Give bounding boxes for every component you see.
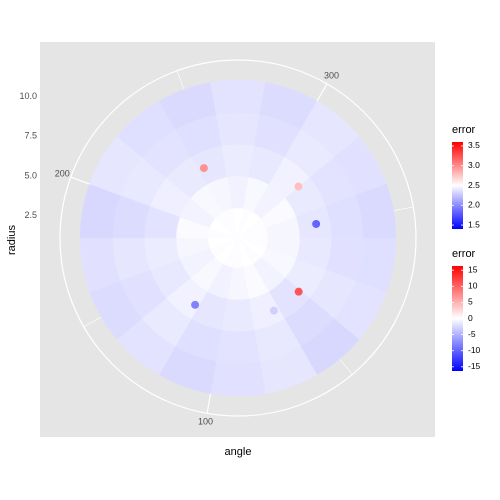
point — [199, 164, 208, 173]
y-tick-label: 10.0 — [19, 91, 37, 101]
legend-label: 3.5 — [468, 140, 480, 150]
legend-label: -5 — [468, 329, 476, 339]
legend-label: -15 — [468, 361, 481, 371]
y-axis-title: radius — [6, 225, 18, 255]
tile — [221, 144, 255, 178]
point — [269, 306, 278, 315]
legend-title: error — [452, 248, 476, 260]
y-tick-label: 2.5 — [24, 210, 37, 220]
tile — [221, 298, 255, 332]
legend-label: 5 — [468, 297, 473, 307]
x-tick-label: 200 — [55, 168, 70, 178]
tile — [210, 361, 266, 397]
tile — [215, 330, 261, 364]
point — [294, 287, 303, 296]
legend-label: 15 — [468, 264, 478, 274]
y-tick-label: 5.0 — [24, 170, 37, 180]
tile — [215, 112, 261, 146]
tile — [355, 183, 397, 239]
outer-circle — [59, 59, 417, 417]
x-tick-label: 100 — [198, 417, 213, 427]
legend-label: 1.5 — [468, 219, 480, 229]
legend-label: 3.0 — [468, 160, 480, 170]
colorbar — [452, 266, 463, 371]
point — [294, 182, 303, 191]
point — [191, 300, 200, 309]
tile — [210, 79, 266, 115]
point — [312, 219, 321, 228]
legend-label: 2.5 — [468, 180, 480, 190]
legend-label: 10 — [468, 281, 478, 291]
legend-label: -10 — [468, 345, 481, 355]
colorbar — [452, 142, 463, 229]
legend-label: 2.0 — [468, 200, 480, 210]
y-tick-label: 7.5 — [24, 131, 37, 141]
legend-title: error — [452, 124, 476, 136]
legend-label: 0 — [468, 313, 473, 323]
x-tick-label: 300 — [324, 70, 339, 80]
x-axis-title: angle — [225, 446, 252, 458]
